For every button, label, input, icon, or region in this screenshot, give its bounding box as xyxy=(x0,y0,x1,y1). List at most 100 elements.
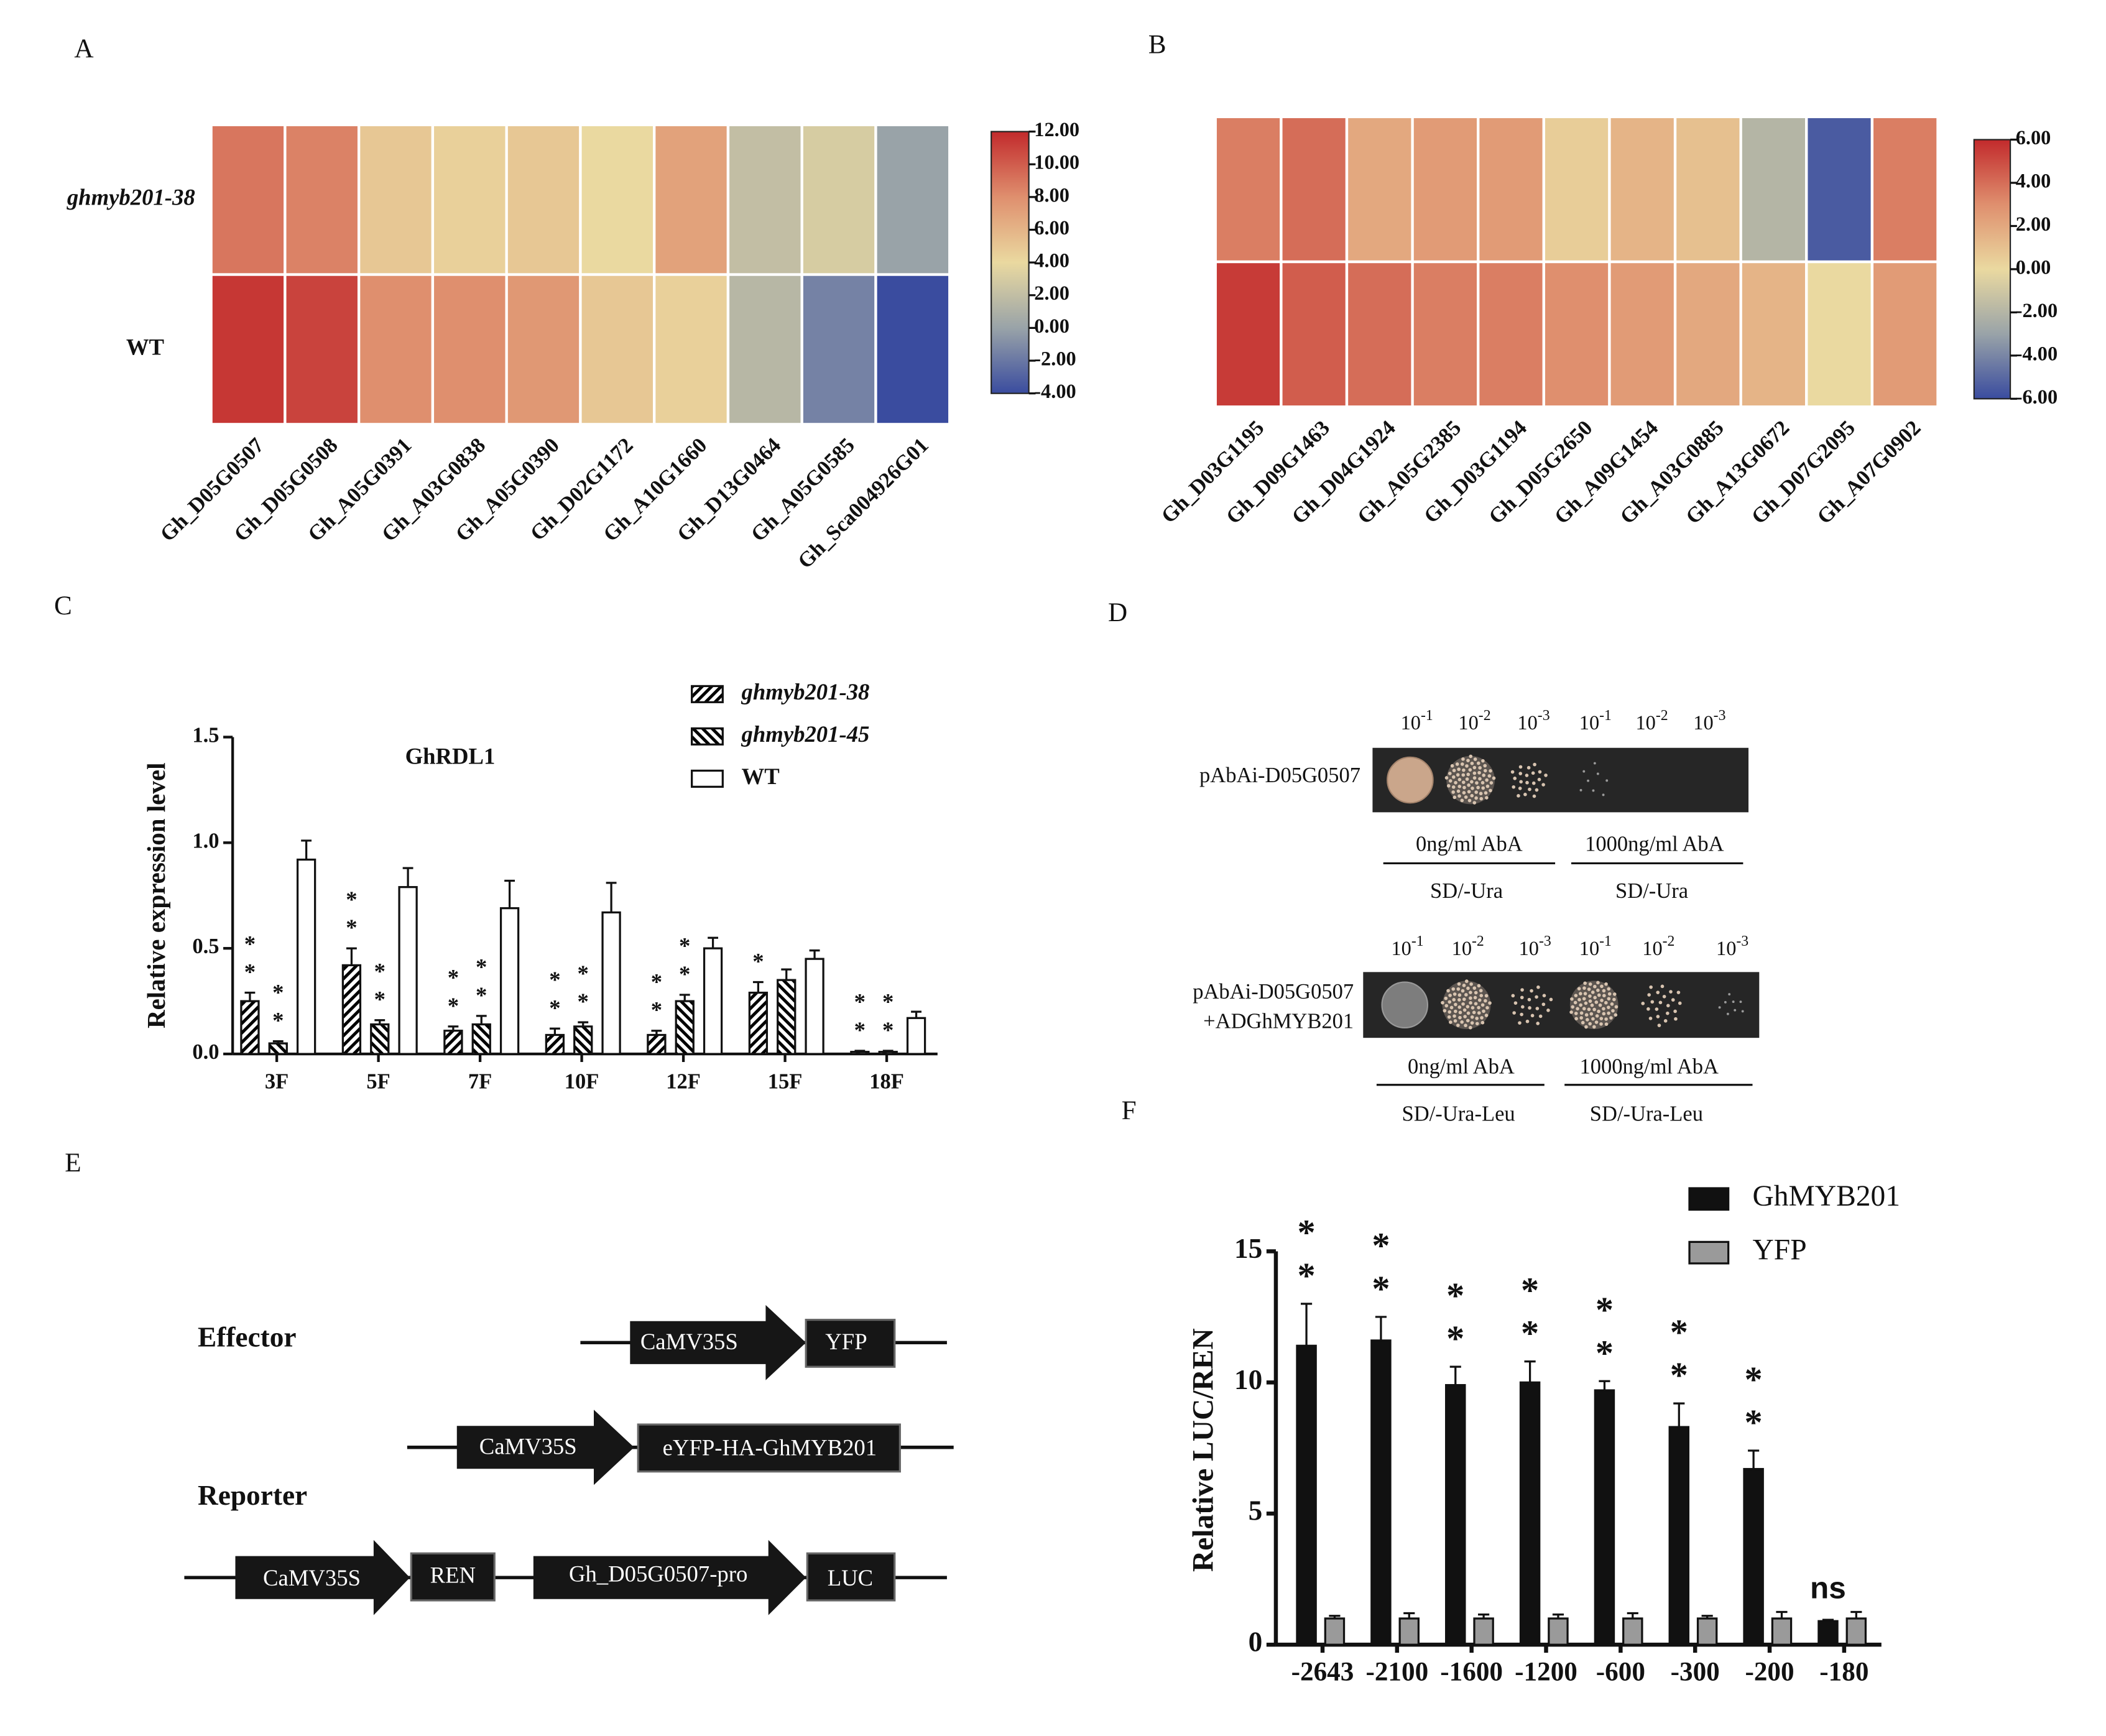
colony-dot xyxy=(1510,770,1515,774)
y-tick-label: 0.5 xyxy=(192,935,219,958)
bar xyxy=(675,1000,695,1055)
colony-dot xyxy=(1582,1007,1586,1011)
error-bar xyxy=(578,1021,589,1027)
colony-dot xyxy=(1460,762,1464,766)
colorbar-tick-label: 12.00 xyxy=(1034,119,1079,141)
colony-dot xyxy=(1604,1000,1608,1005)
colony-dot xyxy=(1604,1017,1608,1021)
colony-dot xyxy=(1475,1022,1479,1026)
colony-dot xyxy=(1655,1007,1659,1011)
colony-dot xyxy=(1541,1002,1546,1007)
colony-dot xyxy=(1466,1011,1471,1015)
dilution-exponent: -1 xyxy=(1599,933,1612,949)
dilution-exponent: -1 xyxy=(1421,708,1433,724)
significance-label: ** xyxy=(1510,1270,1550,1356)
colony-dot xyxy=(1569,1010,1573,1014)
colony-dot xyxy=(1461,780,1466,784)
bar xyxy=(1668,1426,1690,1646)
significance-label: ** xyxy=(1584,1290,1625,1376)
gene-box xyxy=(806,1552,896,1602)
error-bar xyxy=(1375,1316,1387,1341)
colony-dot xyxy=(1581,1020,1585,1025)
colony-dot xyxy=(1461,1002,1465,1006)
colony-dot xyxy=(1457,982,1461,986)
dilution-exponent: -2 xyxy=(1472,933,1484,949)
bar xyxy=(443,1030,463,1055)
colony-dot xyxy=(1726,1012,1729,1015)
colony-dot xyxy=(1656,990,1660,994)
colony-dot xyxy=(1542,994,1546,998)
dilution-exponent: -3 xyxy=(1736,933,1748,949)
bar xyxy=(268,1042,288,1055)
condition-label: 0ng/ml AbA xyxy=(1408,1055,1515,1079)
colony-dot xyxy=(1457,993,1462,997)
colony-dot xyxy=(1452,998,1456,1002)
dilution-base: 10 xyxy=(1579,938,1599,960)
bar xyxy=(1817,1620,1839,1646)
heatmap-cell xyxy=(1739,260,1808,409)
colony-dot xyxy=(1457,998,1461,1002)
heatmap-cell xyxy=(1345,260,1414,409)
colony-dot xyxy=(1473,757,1477,761)
colorbar-tick-label: 2.00 xyxy=(1034,282,1069,305)
colony-dot xyxy=(1599,1022,1603,1026)
dilution-label: 10-3 xyxy=(1519,933,1551,960)
colony-dot xyxy=(1533,762,1536,767)
colony-dot xyxy=(1593,995,1597,1000)
colony-dot xyxy=(1451,775,1456,779)
colony-dot xyxy=(1666,1011,1670,1015)
colony-dot xyxy=(1656,1015,1660,1018)
colorbar-tick-label: -4.00 xyxy=(2016,343,2058,365)
colony xyxy=(1387,756,1434,804)
colony-dot xyxy=(1587,1007,1591,1012)
colony-dot xyxy=(1537,777,1541,782)
colony-dot xyxy=(1674,1017,1678,1021)
colony-dot xyxy=(1465,777,1469,781)
error-bar xyxy=(1701,1615,1713,1618)
colorbar-tick-label: -4.00 xyxy=(1034,381,1076,403)
colony-dot xyxy=(1520,988,1524,992)
colorbar-tick-label: 8.00 xyxy=(1034,184,1069,206)
bar xyxy=(805,958,824,1055)
heatmap-cell xyxy=(874,123,951,276)
colony-dot xyxy=(1469,996,1472,1000)
colony-dot xyxy=(1478,777,1482,781)
dilution-label: 10-3 xyxy=(1517,708,1549,735)
colony-dot xyxy=(1602,793,1605,796)
colony-dot xyxy=(1448,779,1452,783)
x-tick-label: 12F xyxy=(666,1069,701,1093)
colony-dot xyxy=(1476,785,1480,790)
colony-dot xyxy=(1579,1016,1583,1020)
plate-image xyxy=(1372,747,1749,813)
heatmap-cell xyxy=(1477,115,1545,264)
significance-label: ** xyxy=(1435,1275,1476,1362)
x-tick-label: 5F xyxy=(366,1069,390,1093)
error-bar xyxy=(781,968,792,981)
heatmap-cell xyxy=(1608,260,1677,409)
error-bar xyxy=(809,949,820,959)
significance-label: ** xyxy=(339,887,364,943)
heatmap-cell xyxy=(357,273,435,426)
error-bar xyxy=(1748,1449,1760,1469)
dilution-base: 10 xyxy=(1452,938,1472,960)
colony-dot xyxy=(1470,793,1474,798)
element-label: YFP xyxy=(825,1329,867,1354)
bar xyxy=(573,1025,593,1055)
colony-dot xyxy=(1600,984,1604,989)
promoter-arrow xyxy=(235,1540,410,1615)
heatmap-cell xyxy=(1673,115,1742,264)
colony-dot xyxy=(1447,784,1451,788)
x-tick-label: 10F xyxy=(565,1069,599,1093)
dilution-exponent: -3 xyxy=(1714,708,1726,724)
bar xyxy=(398,886,418,1055)
colony-dot xyxy=(1453,1019,1457,1023)
heatmap-cell xyxy=(1542,260,1611,409)
colony-dot xyxy=(1448,994,1452,997)
dilution-label: 10-3 xyxy=(1716,933,1748,960)
colony-dot xyxy=(1532,794,1536,798)
colorbar-tick-label: 4.00 xyxy=(2016,170,2051,192)
error-bar xyxy=(504,879,515,908)
bar xyxy=(1845,1617,1867,1646)
colorbar xyxy=(991,131,1030,394)
